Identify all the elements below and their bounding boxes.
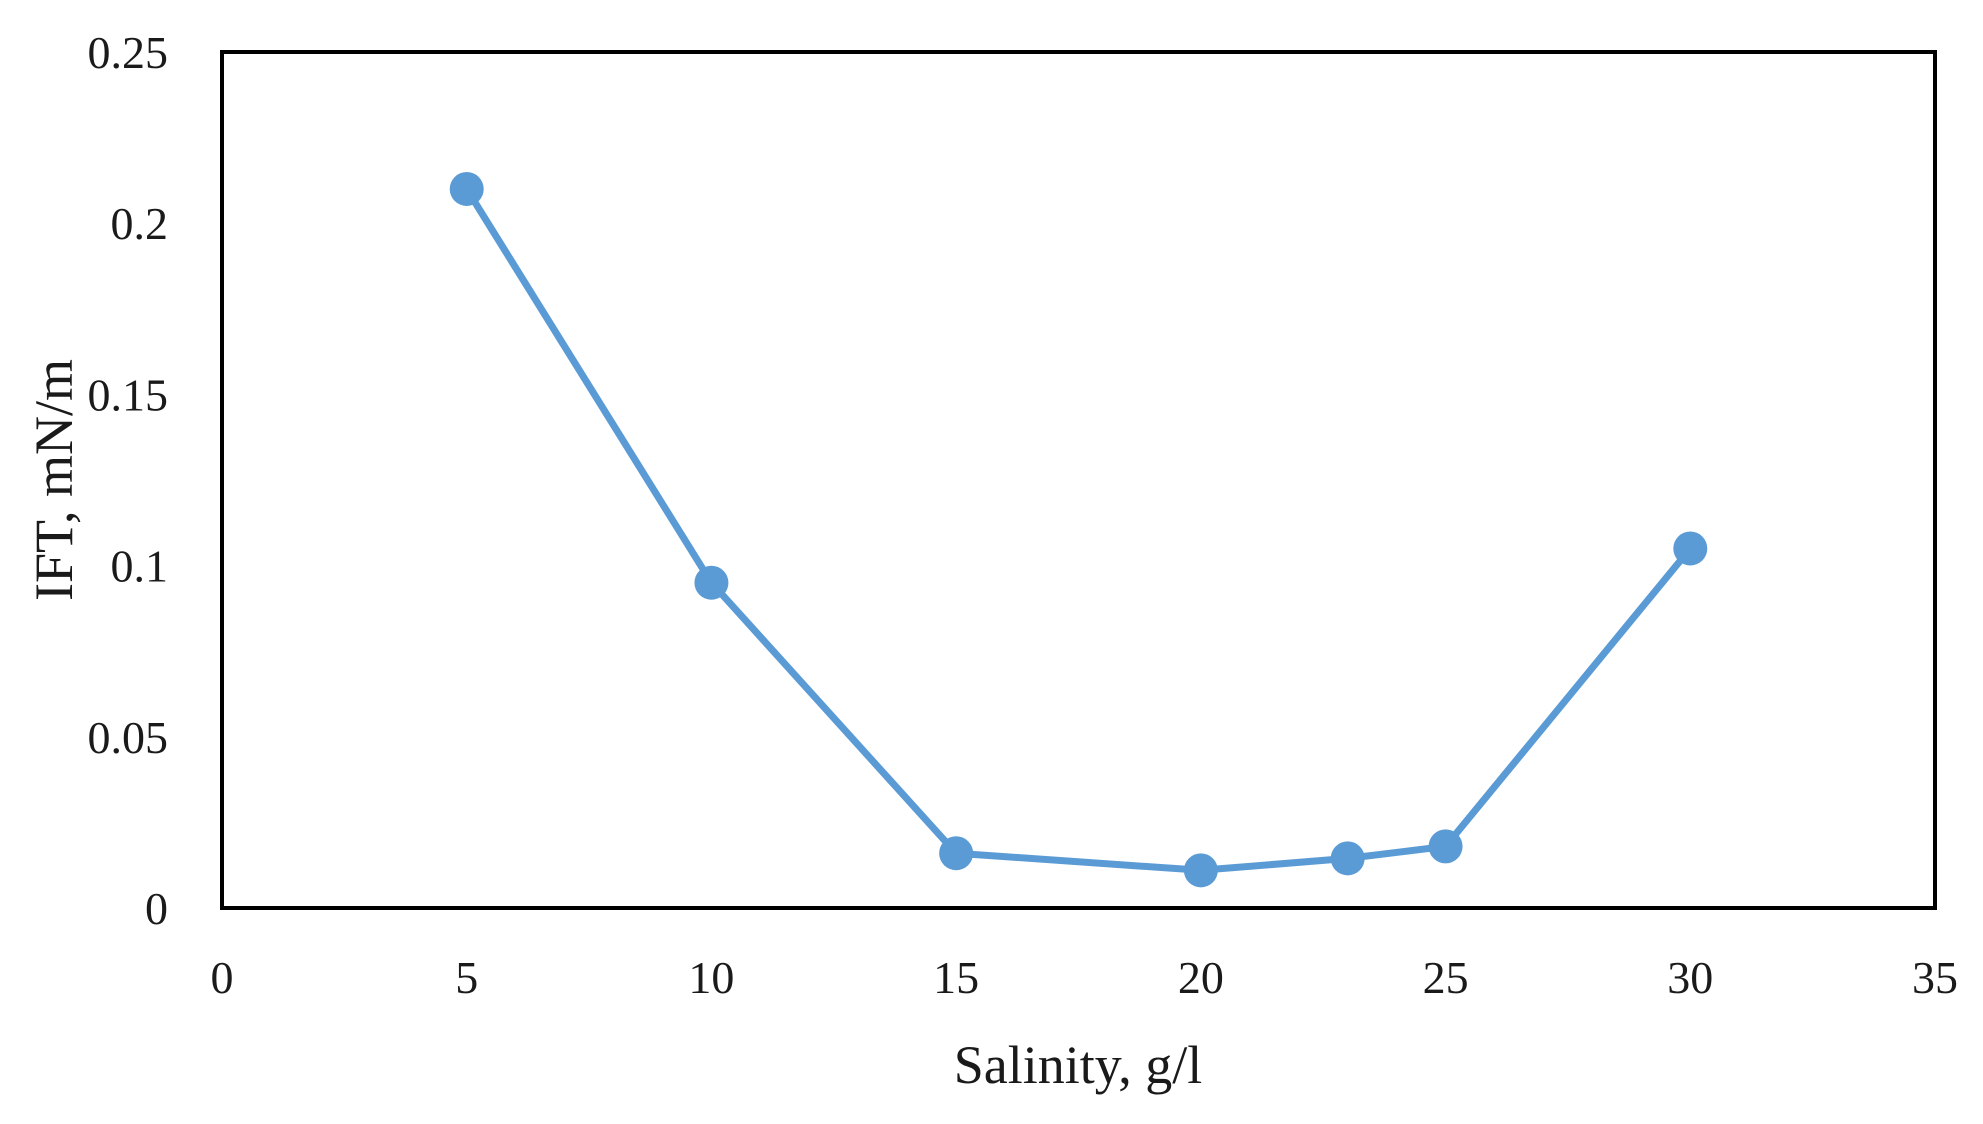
series-layer: [449, 171, 1708, 888]
data-point-marker: [694, 565, 729, 600]
y-axis-title: IFT, mN/m: [24, 359, 84, 601]
x-axis-title: Salinity, g/l: [954, 1035, 1203, 1095]
data-point-marker: [1673, 531, 1708, 566]
data-point-marker: [1428, 829, 1463, 864]
y-tick-label: 0.25: [88, 27, 169, 78]
y-tick-label: 0: [145, 883, 168, 934]
plot-area-frame: [220, 50, 1937, 910]
data-point-marker: [1183, 853, 1218, 888]
x-axis-tick-labels: 0 5 10 15 20 25 30 35: [211, 952, 1959, 1003]
x-tick-label: 25: [1423, 952, 1469, 1003]
y-tick-label: 0.1: [111, 541, 169, 592]
x-tick-label: 20: [1178, 952, 1224, 1003]
x-tick-label: 5: [455, 952, 478, 1003]
x-tick-label: 0: [211, 952, 234, 1003]
data-point-marker: [939, 836, 974, 871]
x-tick-label: 30: [1667, 952, 1713, 1003]
data-point-marker: [449, 171, 484, 206]
data-point-marker: [1330, 841, 1365, 876]
y-tick-label: 0.2: [111, 198, 169, 249]
x-tick-label: 35: [1912, 952, 1958, 1003]
y-tick-label: 0.05: [88, 712, 169, 763]
x-tick-label: 15: [933, 952, 979, 1003]
y-axis-tick-labels: 0 0.05 0.1 0.15 0.2 0.25: [88, 27, 169, 934]
y-tick-label: 0.15: [88, 369, 169, 420]
x-tick-label: 10: [688, 952, 734, 1003]
